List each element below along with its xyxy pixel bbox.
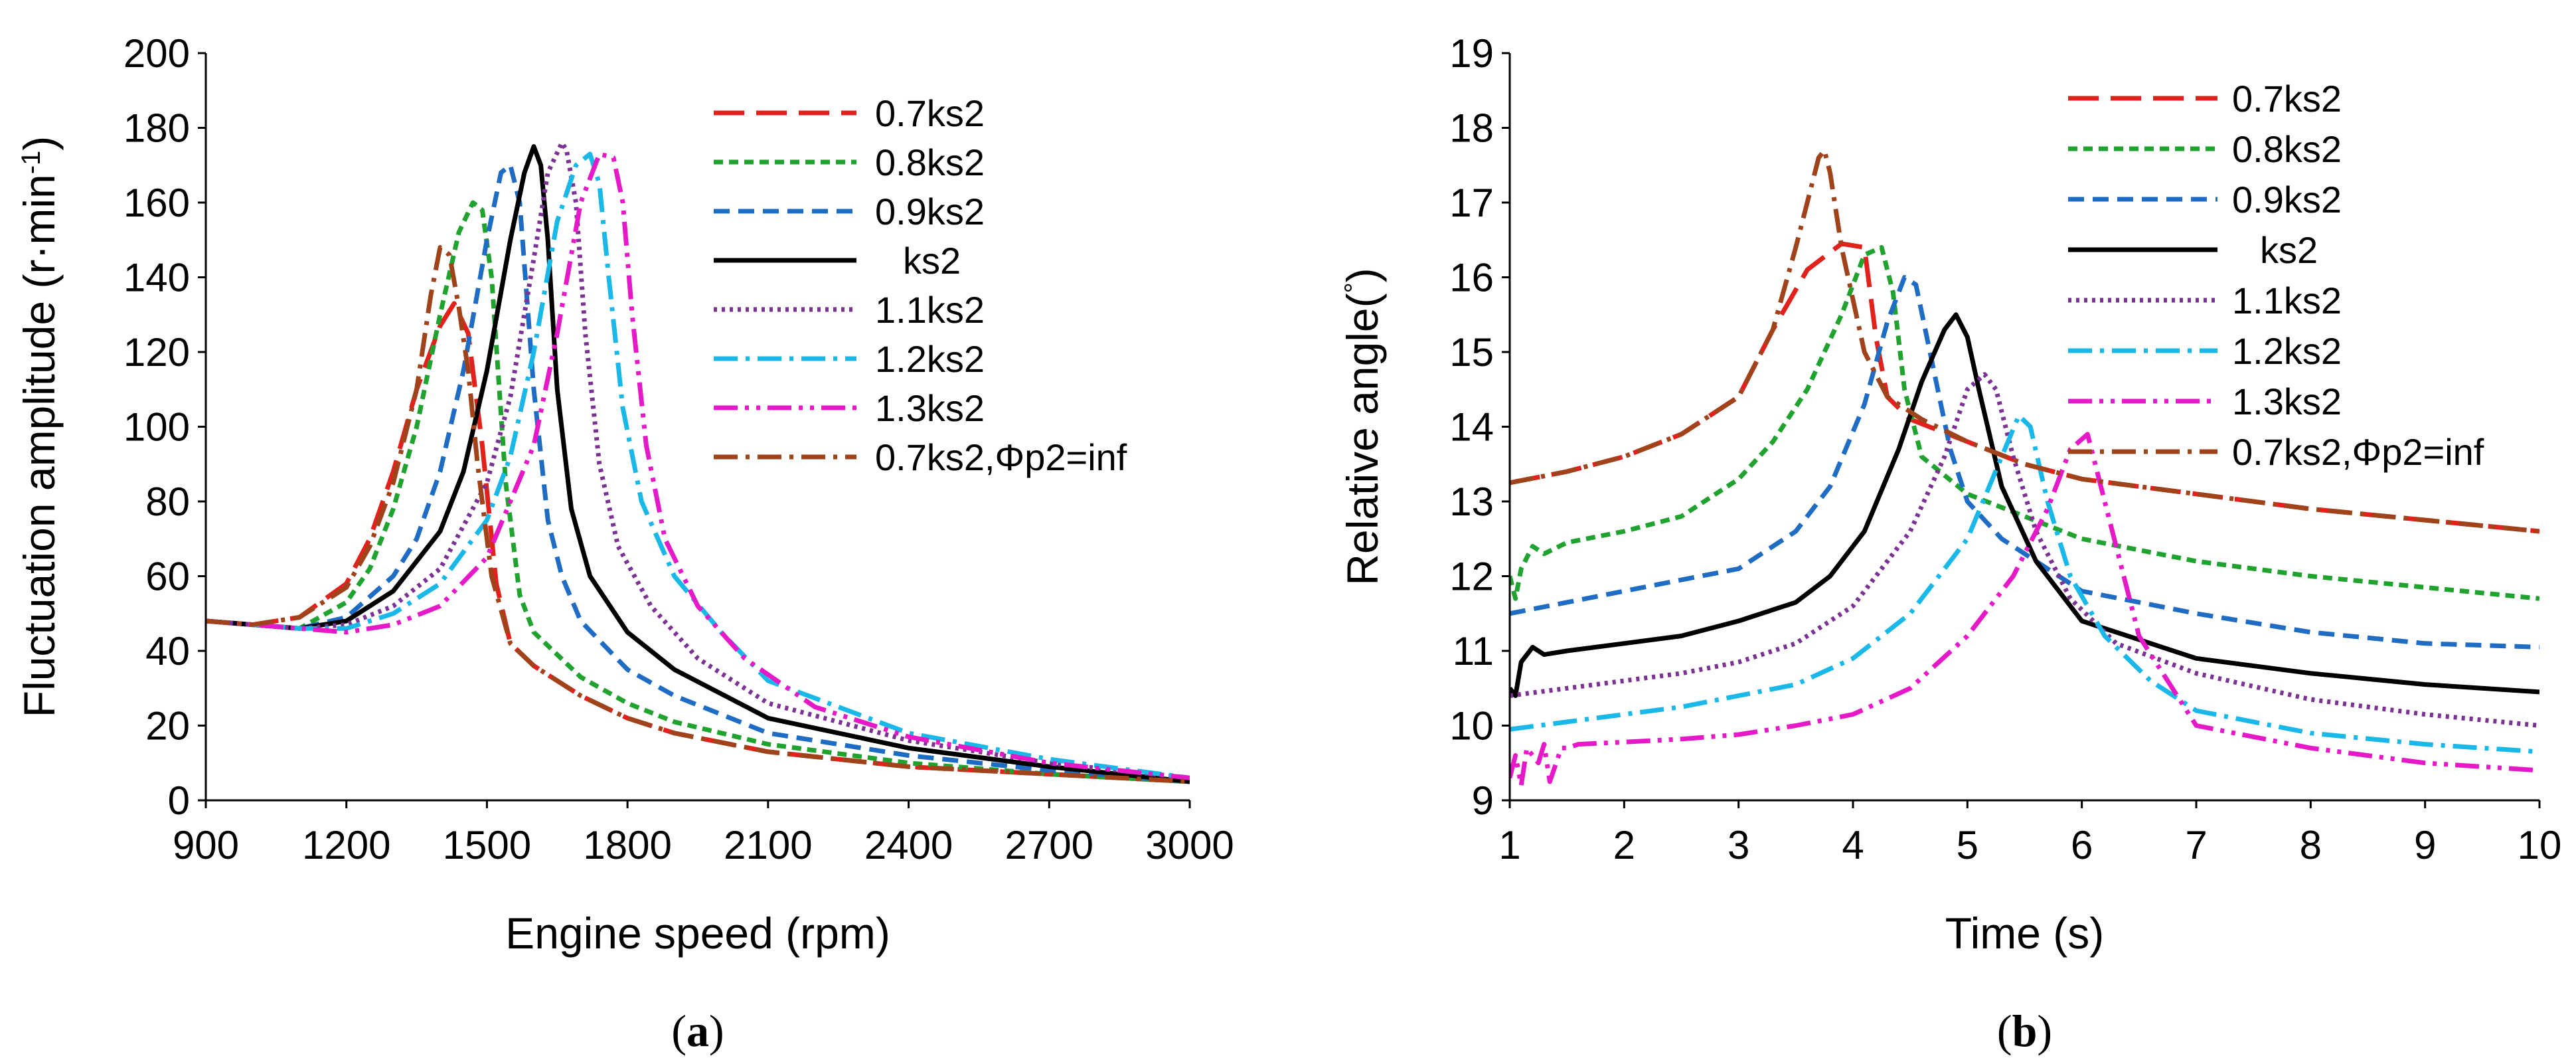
panel-b-series-line-6 bbox=[1510, 413, 2539, 754]
panel-a-chart: 0 20 40 60 80 100 120 140 160 180 200 900 1200 1500 18… bbox=[15, 31, 1234, 1056]
panel-a-y-axis-label-main: Fluctuation amplitude (r·min bbox=[15, 174, 64, 717]
panel-b-x-axis-label: Time (s) bbox=[1945, 909, 2105, 958]
panel-a-x-tick-label: 2400 bbox=[864, 823, 953, 867]
panel-b-y-tick-label: 17 bbox=[1449, 181, 1494, 225]
panel-b-series-line-3 bbox=[1510, 275, 2539, 650]
panel-b-axes bbox=[1502, 52, 2541, 808]
panel-a-y-axis-label-close: ) bbox=[15, 136, 64, 151]
panel-a-y-tick-label: 20 bbox=[145, 704, 190, 749]
panel-b-series-line-4 bbox=[1510, 312, 2539, 698]
panel-a-legend-label-3: 0.9ks2 bbox=[875, 191, 985, 232]
panel-b-series-line-7 bbox=[1510, 432, 2539, 788]
panel-a-series-line-4 bbox=[206, 144, 1190, 784]
panel-a-legend-label-1: 0.7ks2 bbox=[875, 92, 985, 134]
panel-a-series-line-2 bbox=[206, 200, 1190, 784]
panel-b-series-group bbox=[1510, 147, 2539, 788]
panel-b-y-tick-label: 14 bbox=[1449, 405, 1494, 450]
panel-a-y-axis-label-sup: -1 bbox=[17, 151, 46, 175]
panel-b-y-axis-label-close: ) bbox=[1338, 268, 1387, 282]
panel-b-x-tick-label: 9 bbox=[2414, 823, 2436, 867]
panel-a-legend: 0.7ks2 0.8ks2 0.9ks2 ks2 1.1ks2 1.2ks2 1.3ks2 0… bbox=[714, 92, 1127, 478]
panel-a-legend-label-7: 1.3ks2 bbox=[875, 387, 985, 429]
panel-a-legend-label-4: ks2 bbox=[903, 240, 961, 282]
panel-b-y-tick-label: 16 bbox=[1449, 256, 1494, 300]
panel-a-series-line-8 bbox=[206, 245, 1190, 784]
panel-b-y-axis-label-sup: ° bbox=[1340, 282, 1369, 293]
panel-b-x-tick-label: 6 bbox=[2071, 823, 2093, 867]
panel-a-y-tick-label: 40 bbox=[145, 629, 190, 673]
panel-b-x-tick-label: 10 bbox=[2518, 823, 2562, 867]
panel-a-legend-label-8: 0.7ks2,Φp2=inf bbox=[875, 436, 1127, 478]
panel-b-caption-close: ) bbox=[2037, 1006, 2052, 1056]
panel-a-x-tick-label: 2700 bbox=[1005, 823, 1093, 867]
panel-b-series-line-2 bbox=[1510, 245, 2539, 601]
panel-a-legend-label-5: 1.1ks2 bbox=[875, 289, 985, 331]
panel-a-series-line-3 bbox=[206, 163, 1190, 784]
panel-a-caption-letter: a bbox=[686, 1006, 709, 1056]
panel-a-y-tick-label: 60 bbox=[145, 555, 190, 599]
panel-a-y-tick-label: 160 bbox=[123, 181, 190, 225]
panel-b-y-tick-label: 18 bbox=[1449, 106, 1494, 151]
panel-a-series-line-1 bbox=[206, 301, 1190, 784]
panel-a-caption: (a) bbox=[671, 1006, 724, 1056]
panel-b-series-line-8 bbox=[1510, 147, 2539, 534]
panel-b-legend-label-6: 1.2ks2 bbox=[2232, 330, 2342, 372]
panel-b-y-tick-label: 12 bbox=[1449, 555, 1494, 599]
panel-b-caption-letter: b bbox=[2012, 1006, 2038, 1056]
panel-b-x-tick-label: 5 bbox=[1957, 823, 1978, 867]
panel-a-y-tick-label: 80 bbox=[145, 480, 190, 524]
panel-a-y-axis-label: Fluctuation amplitude (r·min-1) bbox=[15, 136, 64, 718]
panel-b-y-tick-label: 10 bbox=[1449, 704, 1494, 749]
panel-b-legend-label-1: 0.7ks2 bbox=[2232, 78, 2342, 120]
panel-b-x-tick-label: 7 bbox=[2185, 823, 2207, 867]
panel-a-y-tick-label: 100 bbox=[123, 405, 190, 450]
panel-b-y-tick-label: 15 bbox=[1449, 330, 1494, 375]
panel-a-y-tick-label: 140 bbox=[123, 256, 190, 300]
panel-a-x-tick-label: 900 bbox=[173, 823, 239, 867]
panel-b-caption: (b) bbox=[1997, 1006, 2052, 1056]
panel-b-y-tick-label: 11 bbox=[1453, 629, 1494, 673]
panel-b-legend: 0.7ks2 0.8ks2 0.9ks2 ks2 1.1ks2 1.2ks2 1.3ks2 0… bbox=[2068, 78, 2484, 473]
panel-a-y-tick-label: 0 bbox=[168, 778, 190, 823]
panel-b-y-tick-label: 13 bbox=[1449, 480, 1494, 524]
panel-b-x-tick-label: 4 bbox=[1842, 823, 1864, 867]
panel-a-y-tick-label: 200 bbox=[123, 31, 190, 76]
panel-b-series-line-5 bbox=[1510, 372, 2539, 728]
panel-b-y-axis-label: Relative angle(°) bbox=[1338, 268, 1387, 585]
panel-a-legend-label-2: 0.8ks2 bbox=[875, 141, 985, 183]
panel-a-x-tick-label: 1800 bbox=[583, 823, 671, 867]
panel-a-tick-labels: 0 20 40 60 80 100 120 140 160 180 200 900 1200 1500 18… bbox=[123, 31, 1234, 867]
panel-a-series-line-7 bbox=[206, 151, 1190, 780]
panel-b-x-tick-label: 1 bbox=[1498, 823, 1520, 867]
panel-a-axes bbox=[198, 52, 1191, 808]
panel-a-x-tick-label: 2100 bbox=[724, 823, 812, 867]
panel-b-legend-label-8: 0.7ks2,Φp2=inf bbox=[2232, 431, 2484, 473]
panel-b-x-tick-label: 2 bbox=[1613, 823, 1635, 867]
panel-a-caption-open: ( bbox=[671, 1006, 686, 1056]
panel-a-series-line-5 bbox=[206, 140, 1190, 780]
panel-b-y-tick-label: 19 bbox=[1449, 31, 1494, 76]
panel-a-series-group bbox=[206, 140, 1190, 784]
panel-b-legend-label-4: ks2 bbox=[2260, 229, 2318, 271]
panel-a-x-tick-label: 1500 bbox=[443, 823, 531, 867]
panel-b-x-tick-label: 3 bbox=[1728, 823, 1749, 867]
panel-b-legend-label-3: 0.9ks2 bbox=[2232, 179, 2342, 220]
panel-a-y-tick-label: 180 bbox=[123, 106, 190, 151]
panel-a-x-axis-label: Engine speed (rpm) bbox=[505, 909, 890, 958]
panel-b-x-tick-label: 8 bbox=[2300, 823, 2322, 867]
panel-b-legend-label-7: 1.3ks2 bbox=[2232, 381, 2342, 422]
panel-a-legend-label-6: 1.2ks2 bbox=[875, 338, 985, 380]
panel-b-legend-label-2: 0.8ks2 bbox=[2232, 128, 2342, 170]
panel-b-y-tick-label: 9 bbox=[1472, 778, 1494, 823]
panel-b-caption-open: ( bbox=[1997, 1006, 2012, 1056]
panel-a-caption-close: ) bbox=[709, 1006, 724, 1056]
panel-b-legend-label-5: 1.1ks2 bbox=[2232, 280, 2342, 321]
panel-a-x-tick-label: 3000 bbox=[1145, 823, 1234, 867]
panel-b-y-axis-label-main: Relative angle( bbox=[1338, 293, 1387, 585]
panel-a-y-tick-label: 120 bbox=[123, 330, 190, 375]
panel-a-x-tick-label: 1200 bbox=[302, 823, 390, 867]
